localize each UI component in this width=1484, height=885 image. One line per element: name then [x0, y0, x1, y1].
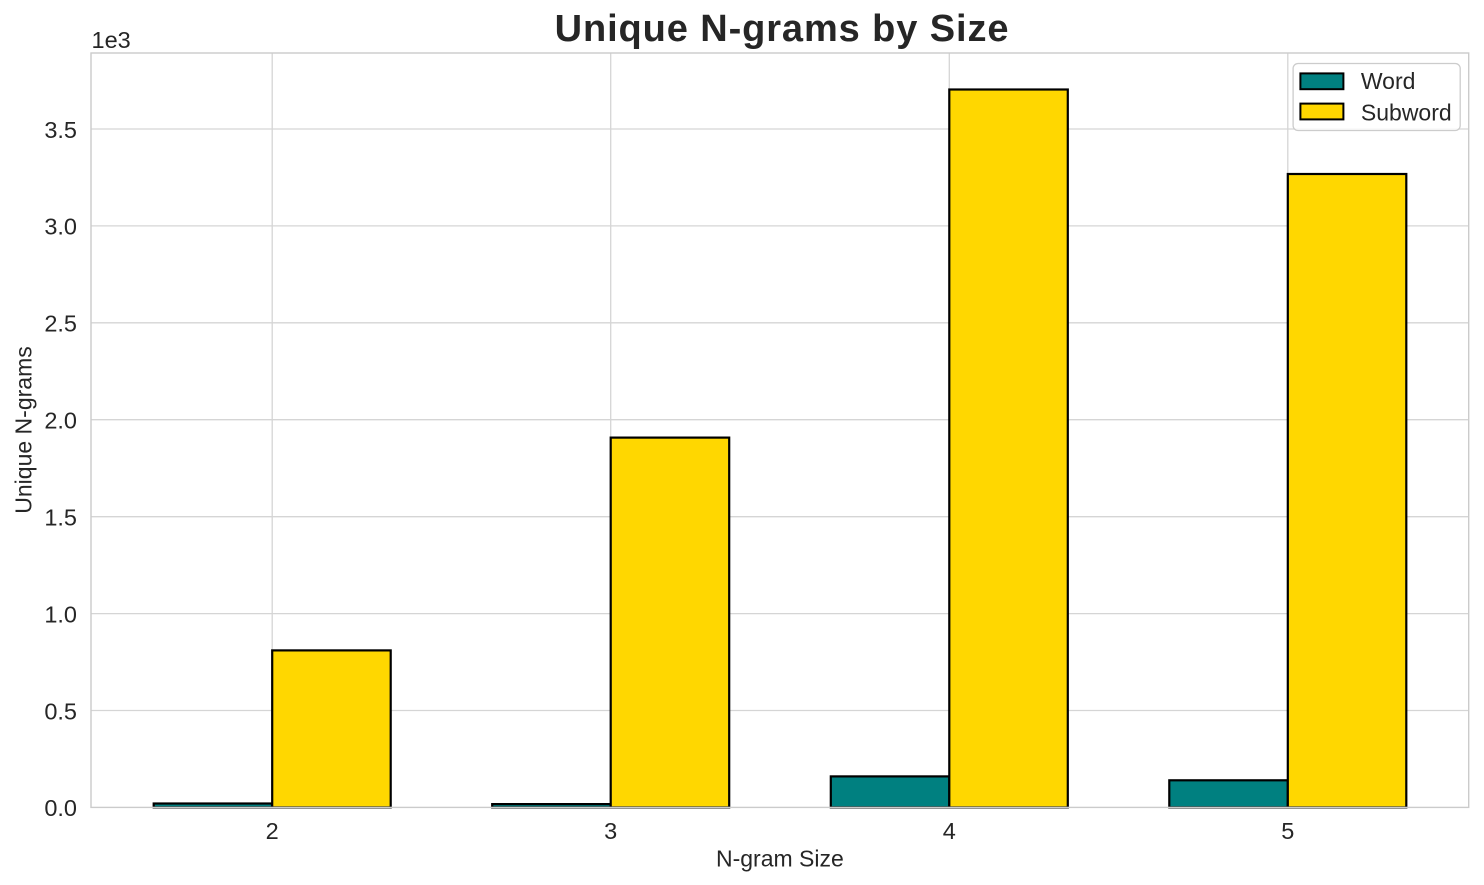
svg-text:2.5: 2.5: [44, 311, 77, 337]
svg-text:Unique N-grams: Unique N-grams: [11, 346, 37, 513]
svg-text:2: 2: [266, 818, 279, 844]
svg-text:Unique N-grams by Size: Unique N-grams by Size: [555, 8, 1010, 50]
svg-text:2.0: 2.0: [44, 408, 77, 434]
svg-text:3.0: 3.0: [44, 214, 77, 240]
svg-text:N-gram Size: N-gram Size: [716, 846, 844, 872]
svg-text:0.5: 0.5: [44, 698, 77, 724]
svg-text:Subword: Subword: [1361, 99, 1452, 125]
svg-text:1.5: 1.5: [44, 505, 77, 531]
svg-text:Word: Word: [1361, 68, 1416, 94]
svg-text:0.0: 0.0: [44, 795, 77, 821]
svg-text:1.0: 1.0: [44, 601, 77, 627]
svg-text:3: 3: [604, 818, 617, 844]
svg-text:4: 4: [943, 818, 956, 844]
svg-text:5: 5: [1281, 818, 1294, 844]
svg-text:3.5: 3.5: [44, 117, 77, 143]
svg-text:1e3: 1e3: [92, 27, 131, 53]
